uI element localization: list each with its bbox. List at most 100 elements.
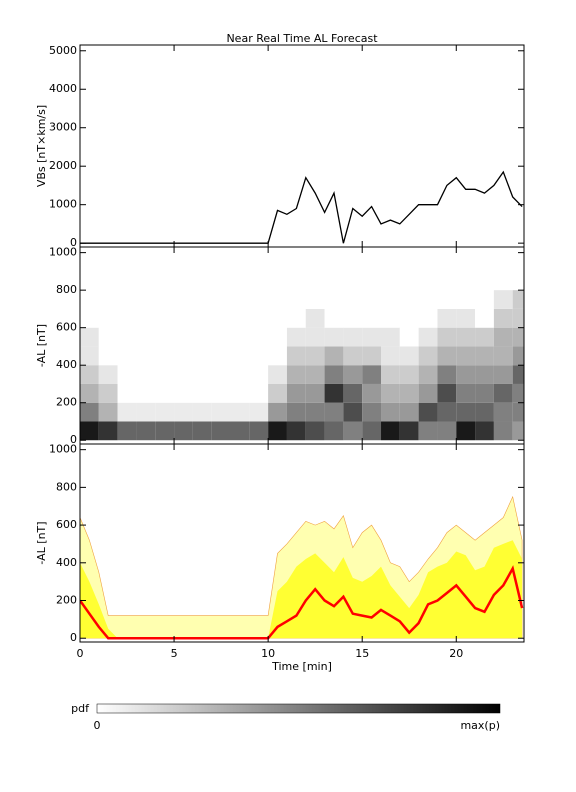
heatmap-cell: [230, 421, 250, 441]
heatmap-cell: [174, 421, 193, 441]
heatmap-cell: [192, 383, 212, 403]
heatmap-cell: [475, 308, 494, 328]
heatmap-cell: [117, 383, 137, 403]
colorbar-min: 0: [94, 719, 101, 732]
heatmap-cell: [305, 290, 325, 309]
heatmap-cell: [192, 327, 212, 347]
heatmap-cell: [324, 327, 344, 347]
heatmap-cell: [192, 365, 212, 384]
heatmap-cell: [174, 308, 193, 328]
heatmap-cell: [437, 383, 457, 403]
heatmap-cell: [493, 327, 513, 347]
y-tick-label: 1000: [49, 246, 77, 259]
heatmap-cell: [493, 308, 513, 328]
heatmap-cell: [418, 308, 438, 328]
colorbar-label: pdf: [71, 702, 90, 715]
heatmap-cell: [192, 308, 212, 328]
heatmap-cell: [437, 308, 457, 328]
heatmap-cell: [381, 365, 400, 384]
heatmap-cell: [362, 346, 382, 366]
heatmap-cell: [286, 346, 306, 366]
heatmap-cell: [136, 290, 156, 309]
heatmap-cell: [512, 365, 524, 384]
heatmap-cell: [155, 402, 175, 422]
y-tick-label: 400: [56, 556, 77, 569]
x-axis-title: Time [min]: [271, 660, 332, 673]
heatmap-cell: [381, 308, 400, 328]
heatmap-cell: [305, 365, 325, 384]
y-tick-label: 0: [70, 631, 77, 644]
line: [80, 170, 523, 244]
heatmap-cell: [136, 383, 156, 403]
heatmap-cell: [268, 365, 287, 384]
heatmap-cell: [324, 346, 344, 366]
heatmap-cell: [211, 290, 231, 309]
heatmap-cell: [192, 290, 212, 309]
axes-frame: [79, 443, 525, 643]
heatmap-cell: [456, 383, 476, 403]
heatmap-cell: [268, 290, 287, 309]
heatmap-cell: [192, 402, 212, 422]
heatmap-cell: [286, 290, 306, 309]
heatmap-cell: [381, 327, 400, 347]
heatmap-cell: [381, 421, 400, 441]
heatmap-cell: [230, 383, 250, 403]
y-tick-label: 2000: [49, 159, 77, 172]
heatmap-cell: [362, 327, 382, 347]
heatmap-cell: [136, 346, 156, 366]
heatmap-cell: [211, 421, 231, 441]
heatmap-cell: [192, 421, 212, 441]
heatmap-cell: [174, 290, 193, 309]
heatmap-cell: [324, 290, 344, 309]
heatmap-cell: [211, 346, 231, 366]
heatmap-cell: [418, 346, 438, 366]
heatmap-cell: [136, 365, 156, 384]
heatmap-cell: [98, 365, 118, 384]
heatmap-cell: [136, 402, 156, 422]
heatmap-cell: [249, 421, 269, 441]
heatmap-cell: [98, 308, 118, 328]
heatmap-cell: [230, 346, 250, 366]
y-tick-label: 800: [56, 283, 77, 296]
y-tick-label: 600: [56, 321, 77, 334]
heatmap-cell: [456, 308, 476, 328]
colorbar: [96, 703, 501, 714]
heatmap-cell: [399, 383, 419, 403]
heatmap-cell: [230, 290, 250, 309]
heatmap-cell: [343, 290, 363, 309]
y-tick-label: 1000: [49, 198, 77, 211]
heatmap-cell: [437, 290, 457, 309]
y-axis-title: -AL [nT]: [35, 324, 48, 367]
y-tick-label: 0: [70, 236, 77, 249]
y-tick-label: 1000: [49, 443, 77, 456]
heatmap-cell: [418, 402, 438, 422]
heatmap-cell: [399, 402, 419, 422]
heatmap-cell: [493, 383, 513, 403]
heatmap-cell: [155, 383, 175, 403]
heatmap-cell: [381, 402, 400, 422]
heatmap-cell: [475, 402, 494, 422]
heatmap-cell: [286, 308, 306, 328]
heatmap-cell: [456, 290, 476, 309]
heatmap-cell: [418, 383, 438, 403]
heatmap-cell: [512, 290, 524, 309]
heatmap-cell: [155, 308, 175, 328]
heatmap-cell: [493, 365, 513, 384]
heatmap-cell: [174, 327, 193, 347]
heatmap-cell: [155, 365, 175, 384]
heatmap-cell: [437, 402, 457, 422]
heatmap-cell: [343, 365, 363, 384]
heatmap-cell: [249, 308, 269, 328]
y-tick-label: 0: [70, 433, 77, 446]
heatmap-cell: [305, 383, 325, 403]
heatmap-cell: [136, 327, 156, 347]
heatmap-cell: [456, 365, 476, 384]
heatmap-cell: [230, 365, 250, 384]
heatmap-cell: [249, 346, 269, 366]
heatmap-cell: [98, 346, 118, 366]
heatmap-cell: [512, 421, 524, 441]
heatmap-cell: [493, 346, 513, 366]
heatmap-cell: [475, 421, 494, 441]
heatmap-cell: [80, 402, 99, 422]
